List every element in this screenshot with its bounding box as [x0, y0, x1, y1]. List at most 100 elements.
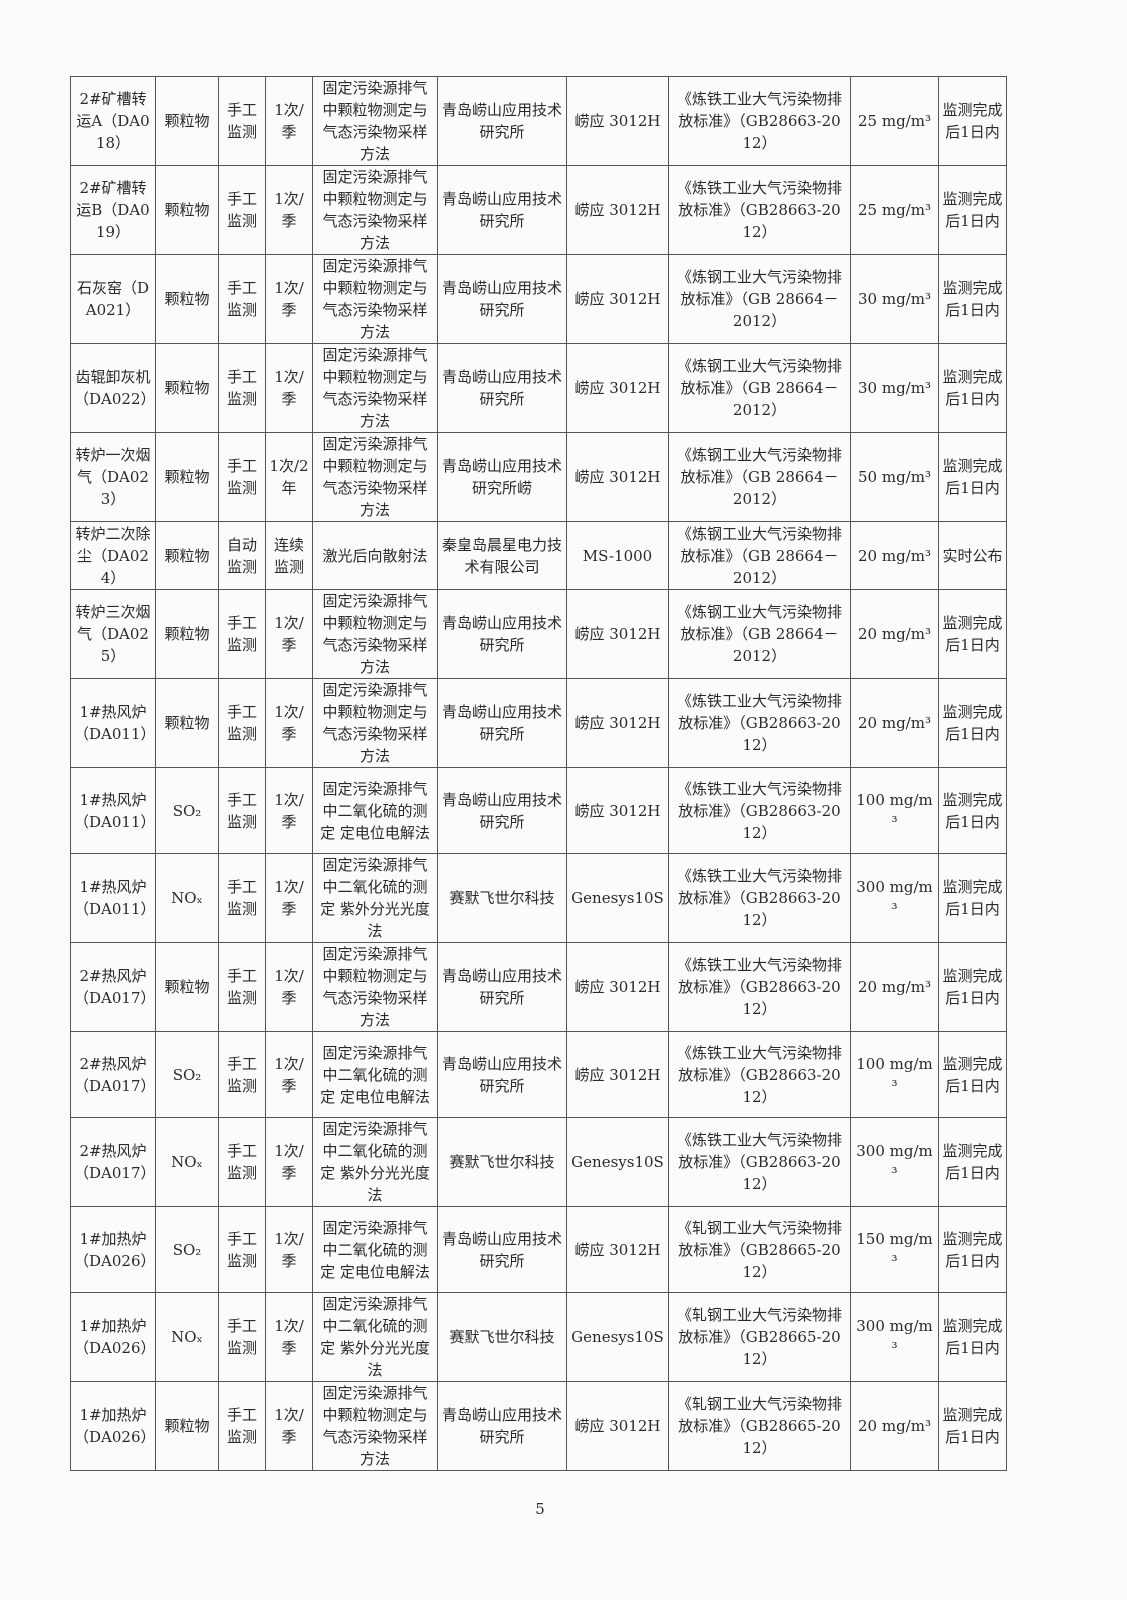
cell-publish-time: 监测完成后1日内: [938, 589, 1007, 679]
cell-monitor-mode: 手工监测: [218, 589, 266, 679]
cell-pollutant: NOₓ: [155, 853, 219, 943]
cell-standard: 《轧钢工业大气污染物排放标准》（GB28665-2012）: [668, 1292, 851, 1382]
cell-pollutant: SO₂: [155, 1206, 219, 1293]
cell-limit: 20 mg/m³: [850, 678, 939, 768]
cell-instrument: 崂应 3012H: [566, 767, 669, 854]
cell-limit: 20 mg/m³: [850, 521, 939, 590]
cell-frequency: 1次/季: [265, 767, 313, 854]
cell-method: 固定污染源排气中颗粒物测定与气态污染物采样方法: [312, 165, 438, 255]
cell-limit: 25 mg/m³: [850, 76, 939, 166]
cell-frequency: 1次/季: [265, 76, 313, 166]
cell-organization: 赛默飞世尔科技: [437, 1117, 567, 1207]
cell-method: 固定污染源排气中二氧化硫的测定 定电位电解法: [312, 1206, 438, 1293]
cell-method: 固定污染源排气中二氧化硫的测定 紫外分光光度法: [312, 1117, 438, 1207]
cell-instrument: 崂应 3012H: [566, 1381, 669, 1471]
cell-frequency: 1次/季: [265, 1292, 313, 1382]
cell-limit: 20 mg/m³: [850, 1381, 939, 1471]
cell-standard: 《炼钢工业大气污染物排放标准》（GB 28664－2012）: [668, 254, 851, 344]
cell-publish-time: 实时公布: [938, 521, 1007, 590]
cell-site: 1#热风炉（DA011）: [70, 853, 156, 943]
cell-instrument: Genesys10S: [566, 1117, 669, 1207]
cell-frequency: 1次/季: [265, 1031, 313, 1118]
cell-pollutant: NOₓ: [155, 1292, 219, 1382]
cell-method: 固定污染源排气中颗粒物测定与气态污染物采样方法: [312, 432, 438, 522]
cell-standard: 《炼铁工业大气污染物排放标准》（GB28663-2012）: [668, 1117, 851, 1207]
cell-pollutant: 颗粒物: [155, 589, 219, 679]
cell-limit: 20 mg/m³: [850, 589, 939, 679]
cell-organization: 青岛崂山应用技术研究所: [437, 1206, 567, 1293]
cell-publish-time: 监测完成后1日内: [938, 1206, 1007, 1293]
cell-site: 转炉三次烟气（DA025）: [70, 589, 156, 679]
cell-method: 固定污染源排气中二氧化硫的测定 定电位电解法: [312, 1031, 438, 1118]
cell-monitor-mode: 自动监测: [218, 521, 266, 590]
cell-instrument: 崂应 3012H: [566, 343, 669, 433]
cell-pollutant: 颗粒物: [155, 521, 219, 590]
table-row: 1#加热炉（DA026） SO₂ 手工监测 1次/季 固定污染源排气中二氧化硫的测定 定…: [70, 1206, 1007, 1293]
cell-organization: 青岛崂山应用技术研究所: [437, 1031, 567, 1118]
cell-organization: 赛默飞世尔科技: [437, 853, 567, 943]
cell-site: 2#热风炉（DA017）: [70, 1117, 156, 1207]
cell-limit: 50 mg/m³: [850, 432, 939, 522]
cell-pollutant: 颗粒物: [155, 343, 219, 433]
cell-monitor-mode: 手工监测: [218, 1117, 266, 1207]
cell-frequency: 1次/季: [265, 678, 313, 768]
cell-instrument: 崂应 3012H: [566, 1206, 669, 1293]
cell-pollutant: SO₂: [155, 767, 219, 854]
cell-instrument: 崂应 3012H: [566, 432, 669, 522]
cell-publish-time: 监测完成后1日内: [938, 942, 1007, 1032]
cell-frequency: 1次/季: [265, 165, 313, 255]
cell-frequency: 1次/季: [265, 1206, 313, 1293]
cell-limit: 300 mg/m³: [850, 853, 939, 943]
cell-organization: 青岛崂山应用技术研究所: [437, 254, 567, 344]
cell-publish-time: 监测完成后1日内: [938, 254, 1007, 344]
cell-pollutant: NOₓ: [155, 1117, 219, 1207]
cell-standard: 《轧钢工业大气污染物排放标准》（GB28665-2012）: [668, 1206, 851, 1293]
cell-standard: 《炼铁工业大气污染物排放标准》（GB28663-2012）: [668, 678, 851, 768]
cell-site: 齿辊卸灰机（DA022）: [70, 343, 156, 433]
table-row: 2#矿槽转运A（DA018） 颗粒物 手工监测 1次/季 固定污染源排气中颗粒物测定与气…: [70, 76, 1007, 166]
table-row: 2#热风炉（DA017） NOₓ 手工监测 1次/季 固定污染源排气中二氧化硫的测定 紫…: [70, 1117, 1007, 1207]
cell-instrument: MS-1000: [566, 521, 669, 590]
cell-pollutant: 颗粒物: [155, 76, 219, 166]
cell-publish-time: 监测完成后1日内: [938, 432, 1007, 522]
cell-organization: 青岛崂山应用技术研究所: [437, 343, 567, 433]
table-row: 转炉一次烟气（DA023） 颗粒物 手工监测 1次/2年 固定污染源排气中颗粒物测定与气…: [70, 432, 1007, 522]
cell-publish-time: 监测完成后1日内: [938, 853, 1007, 943]
cell-frequency: 1次/季: [265, 343, 313, 433]
cell-publish-time: 监测完成后1日内: [938, 76, 1007, 166]
cell-publish-time: 监测完成后1日内: [938, 1292, 1007, 1382]
cell-monitor-mode: 手工监测: [218, 942, 266, 1032]
cell-publish-time: 监测完成后1日内: [938, 1381, 1007, 1471]
cell-standard: 《轧钢工业大气污染物排放标准》（GB28665-2012）: [668, 1381, 851, 1471]
cell-organization: 青岛崂山应用技术研究所: [437, 76, 567, 166]
cell-monitor-mode: 手工监测: [218, 1031, 266, 1118]
cell-site: 2#热风炉（DA017）: [70, 942, 156, 1032]
cell-standard: 《炼铁工业大气污染物排放标准》（GB28663-2012）: [668, 76, 851, 166]
table-row: 1#热风炉（DA011） NOₓ 手工监测 1次/季 固定污染源排气中二氧化硫的测定 紫…: [70, 853, 1007, 943]
cell-organization: 青岛崂山应用技术研究所: [437, 942, 567, 1032]
cell-organization: 青岛崂山应用技术研究所: [437, 165, 567, 255]
cell-standard: 《炼钢工业大气污染物排放标准》（GB 28664－2012）: [668, 521, 851, 590]
cell-instrument: 崂应 3012H: [566, 678, 669, 768]
cell-frequency: 1次/季: [265, 853, 313, 943]
cell-method: 激光后向散射法: [312, 521, 438, 590]
cell-limit: 100 mg/m³: [850, 767, 939, 854]
cell-limit: 30 mg/m³: [850, 254, 939, 344]
cell-site: 2#热风炉（DA017）: [70, 1031, 156, 1118]
cell-organization: 青岛崂山应用技术研究所: [437, 678, 567, 768]
cell-site: 1#热风炉（DA011）: [70, 678, 156, 768]
table-row: 转炉二次除尘（DA024） 颗粒物 自动监测 连续监测 激光后向散射法 秦皇岛晨星电力技术…: [70, 521, 1007, 590]
cell-pollutant: 颗粒物: [155, 165, 219, 255]
cell-pollutant: 颗粒物: [155, 254, 219, 344]
table-row: 1#热风炉（DA011） 颗粒物 手工监测 1次/季 固定污染源排气中颗粒物测定与气态污…: [70, 678, 1007, 768]
cell-publish-time: 监测完成后1日内: [938, 1117, 1007, 1207]
cell-publish-time: 监测完成后1日内: [938, 767, 1007, 854]
cell-standard: 《炼铁工业大气污染物排放标准》（GB28663-2012）: [668, 942, 851, 1032]
table-row: 齿辊卸灰机（DA022） 颗粒物 手工监测 1次/季 固定污染源排气中颗粒物测定与气态污…: [70, 343, 1007, 433]
cell-frequency: 1次/季: [265, 942, 313, 1032]
cell-limit: 25 mg/m³: [850, 165, 939, 255]
cell-frequency: 1次/季: [265, 1117, 313, 1207]
cell-organization: 赛默飞世尔科技: [437, 1292, 567, 1382]
cell-pollutant: 颗粒物: [155, 678, 219, 768]
table-row: 1#加热炉（DA026） NOₓ 手工监测 1次/季 固定污染源排气中二氧化硫的测定 紫…: [70, 1292, 1007, 1382]
